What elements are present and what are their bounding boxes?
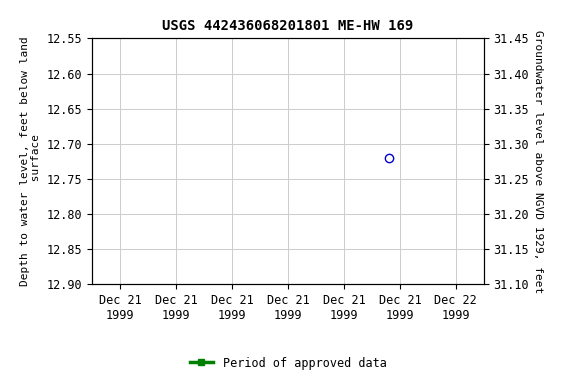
Title: USGS 442436068201801 ME-HW 169: USGS 442436068201801 ME-HW 169: [162, 19, 414, 33]
Legend: Period of approved data: Period of approved data: [185, 352, 391, 374]
Y-axis label: Groundwater level above NGVD 1929, feet: Groundwater level above NGVD 1929, feet: [533, 30, 543, 293]
Y-axis label: Depth to water level, feet below land
 surface: Depth to water level, feet below land su…: [20, 36, 41, 286]
